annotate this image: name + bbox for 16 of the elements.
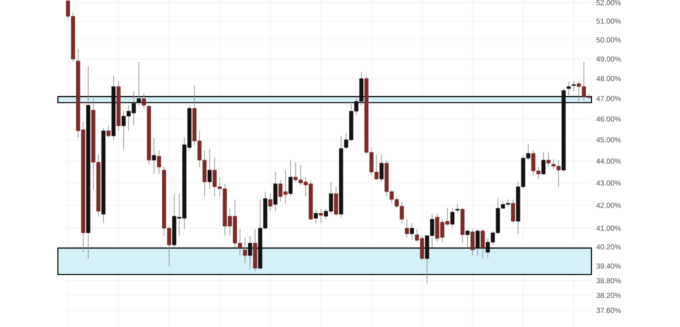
candlestick	[152, 137, 156, 174]
candlestick	[86, 66, 90, 259]
candlestick	[288, 160, 293, 197]
candlestick	[410, 222, 414, 241]
candlestick	[546, 152, 550, 168]
candlestick	[511, 199, 516, 224]
candlestick	[380, 154, 384, 182]
candlestick	[460, 208, 465, 244]
candlestick	[466, 228, 470, 248]
candlestick	[248, 235, 252, 270]
candlestick	[157, 150, 162, 174]
candlestick	[455, 204, 460, 214]
candlestick	[334, 186, 338, 217]
candlestick	[112, 75, 116, 140]
candlestick	[243, 237, 248, 264]
candlestick	[106, 125, 110, 138]
